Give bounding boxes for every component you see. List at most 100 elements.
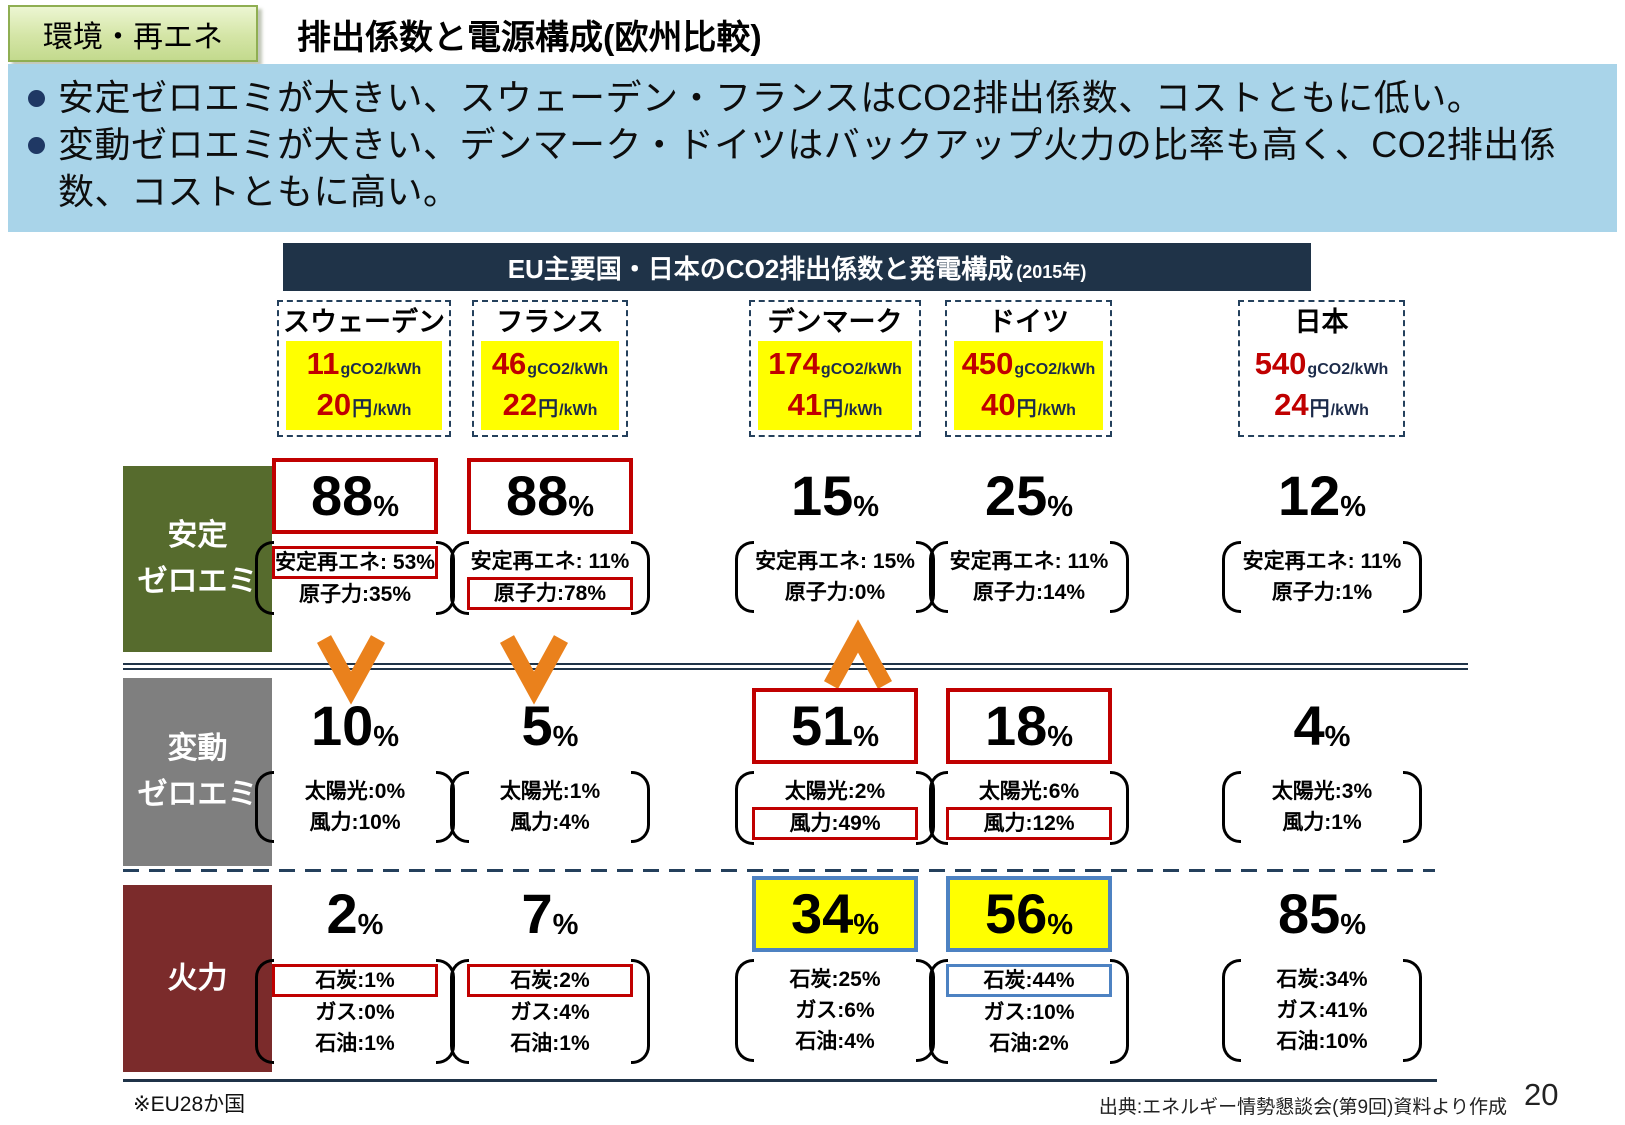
breakdown-line: 石油:1% — [510, 1032, 590, 1055]
breakdown-line: 風力:1% — [1282, 811, 1362, 834]
country-metrics: 540 gCO2/kWh 24 円 /kWh — [1247, 341, 1396, 430]
breakdown-line: 太陽光:3% — [1271, 780, 1373, 803]
breakdown-line: 安定再エネ: 15% — [755, 550, 915, 573]
breakdown-line: 石炭:2% — [467, 964, 633, 997]
cost-value: 24 — [1274, 387, 1309, 422]
breakdown-line: 原子力:0% — [784, 581, 886, 604]
breakdown-bracket: 石炭:25% ガス:6% 石油:4% — [735, 959, 935, 1062]
breakdown-line: 石炭:25% — [789, 968, 881, 991]
row-label-stable-zero-emission: 安定 ゼロエミ — [123, 466, 272, 652]
stable-share-value-box: 88 % — [272, 458, 438, 534]
country-metrics: 46 gCO2/kWh 22 円 /kWh — [481, 341, 619, 430]
co2-unit: gCO2/kWh — [1014, 361, 1096, 378]
breakdown-bracket: 太陽光:2% 風力:49% — [735, 771, 935, 845]
arrow-up-icon — [823, 619, 893, 689]
cost-unit-kwh: /kWh — [844, 402, 883, 419]
share-value: 10 — [310, 694, 374, 757]
breakdown-bracket: 安定再エネ: 53% 原子力:35% — [255, 541, 455, 615]
country-metrics: 174 gCO2/kWh 41 円 /kWh — [758, 341, 912, 430]
country-metrics: 11 gCO2/kWh 20 円 /kWh — [286, 341, 442, 430]
cost-value: 20 — [316, 387, 352, 422]
cell-sweden-thermal: 2 % 石炭:1% ガス:0% 石油:1% — [255, 876, 455, 1064]
row-label-line: ゼロエミ — [137, 565, 258, 598]
cost-unit-yen: 円 — [538, 398, 559, 420]
country-header-sweden: スウェーデン 11 gCO2/kWh 20 円 /kWh — [277, 300, 451, 437]
cost-value: 40 — [981, 387, 1016, 422]
breakdown-bracket: 石炭:34% ガス:41% 石油:10% — [1222, 959, 1422, 1062]
share-value: 12 — [1277, 464, 1341, 527]
cell-france-variable: 5 % 太陽光:1% 風力:4% — [450, 688, 650, 843]
co2-metric: 450 gCO2/kWh — [954, 347, 1103, 381]
cost-value: 22 — [502, 387, 538, 422]
breakdown-line: 原子力:1% — [1271, 581, 1373, 604]
co2-metric: 174 gCO2/kWh — [758, 347, 912, 381]
cost-metric: 22 円 /kWh — [481, 388, 619, 422]
breakdown-line: ガス:6% — [795, 999, 875, 1022]
breakdown-bracket: 石炭:44% ガス:10% 石油:2% — [929, 959, 1129, 1064]
breakdown-line: 安定再エネ: 11% — [470, 550, 630, 573]
page-number: 20 — [1524, 1077, 1559, 1112]
cost-unit-yen: 円 — [352, 398, 373, 420]
breakdown-line: 太陽光:6% — [978, 780, 1080, 803]
breakdown-bracket: 安定再エネ: 11% 原子力:14% — [929, 541, 1129, 613]
breakdown-line: 原子力:78% — [467, 577, 633, 610]
share-value: 88 — [310, 464, 374, 527]
country-header-denmark: デンマーク 174 gCO2/kWh 41 円 /kWh — [749, 300, 921, 437]
cell-sweden-stable: 88 % 安定再エネ: 53% 原子力:35% — [255, 458, 455, 615]
percent-sign: % — [853, 491, 880, 523]
thermal-share-value-box: 56 % — [946, 876, 1112, 952]
thermal-share-value-box: 2 % — [272, 876, 438, 952]
percent-sign: % — [568, 491, 595, 523]
breakdown-bracket: 太陽光:0% 風力:10% — [255, 771, 455, 843]
country-header-japan: 日本 540 gCO2/kWh 24 円 /kWh — [1238, 300, 1405, 437]
co2-value: 11 — [306, 346, 340, 381]
percent-sign: % — [373, 721, 400, 753]
thermal-share-value-box: 34 % — [752, 876, 918, 952]
stable-share-value-box: 25 % — [946, 458, 1112, 534]
co2-value: 540 — [1254, 346, 1307, 381]
summary-bullet-1-text: 安定ゼロエミが大きい、スウェーデン・フランスはCO2排出係数、コストともに低い。 — [58, 77, 1484, 118]
bullet-icon — [28, 137, 45, 154]
cell-france-thermal: 7 % 石炭:2% ガス:4% 石油:1% — [450, 876, 650, 1064]
footnote: ※EU28か国 — [133, 1093, 246, 1116]
co2-metric: 46 gCO2/kWh — [481, 347, 619, 381]
category-badge: 環境・再エネ — [8, 5, 258, 62]
percent-sign: % — [552, 909, 579, 941]
percent-sign: % — [1324, 721, 1351, 753]
cell-germany-thermal: 56 % 石炭:44% ガス:10% 石油:2% — [929, 876, 1129, 1064]
separator-dashed-line — [123, 869, 1435, 872]
summary-panel: 安定ゼロエミが大きい、スウェーデン・フランスはCO2排出係数、コストともに低い。… — [8, 64, 1617, 232]
share-value: 88 — [505, 464, 569, 527]
cost-metric: 20 円 /kWh — [286, 388, 442, 422]
breakdown-line: 石炭:1% — [272, 964, 438, 997]
row-label-line: 安定 — [167, 519, 228, 552]
breakdown-line: 安定再エネ: 53% — [272, 546, 438, 579]
co2-value: 450 — [961, 346, 1014, 381]
percent-sign: % — [853, 909, 880, 941]
summary-bullet-2-text: 変動ゼロエミが大きい、デンマーク・ドイツはバックアップ火力の比率も高く、CO2排… — [58, 124, 1557, 212]
stable-share-value-box: 88 % — [467, 458, 633, 534]
percent-sign: % — [1047, 491, 1074, 523]
cost-unit-kwh: /kWh — [1330, 402, 1369, 419]
cell-france-stable: 88 % 安定再エネ: 11% 原子力:78% — [450, 458, 650, 615]
breakdown-line: 風力:4% — [510, 811, 590, 834]
thermal-share-value-box: 85 % — [1239, 876, 1405, 952]
breakdown-line: 風力:10% — [309, 811, 401, 834]
summary-bullet-1: 安定ゼロエミが大きい、スウェーデン・フランスはCO2排出係数、コストともに低い。 — [28, 74, 1597, 121]
chart-title-bar: EU主要国・日本のCO2排出係数と発電構成 (2015年) — [283, 243, 1311, 291]
co2-metric: 11 gCO2/kWh — [286, 347, 442, 381]
cost-unit-yen: 円 — [823, 398, 844, 420]
variable-share-value-box: 18 % — [946, 688, 1112, 764]
percent-sign: % — [1340, 491, 1367, 523]
arrow-down-icon — [316, 635, 386, 705]
breakdown-line: 原子力:14% — [972, 581, 1086, 604]
row-label-line: ゼロエミ — [137, 778, 258, 811]
cell-japan-stable: 12 % 安定再エネ: 11% 原子力:1% — [1222, 458, 1422, 613]
share-value: 18 — [984, 694, 1048, 757]
breakdown-bracket: 石炭:2% ガス:4% 石油:1% — [450, 959, 650, 1064]
cost-unit-kwh: /kWh — [373, 402, 412, 419]
row-label-thermal: 火力 — [123, 885, 272, 1072]
summary-bullet-2: 変動ゼロエミが大きい、デンマーク・ドイツはバックアップ火力の比率も高く、CO2排… — [28, 121, 1597, 215]
breakdown-line: ガス:0% — [315, 1001, 395, 1024]
co2-unit: gCO2/kWh — [527, 361, 609, 378]
